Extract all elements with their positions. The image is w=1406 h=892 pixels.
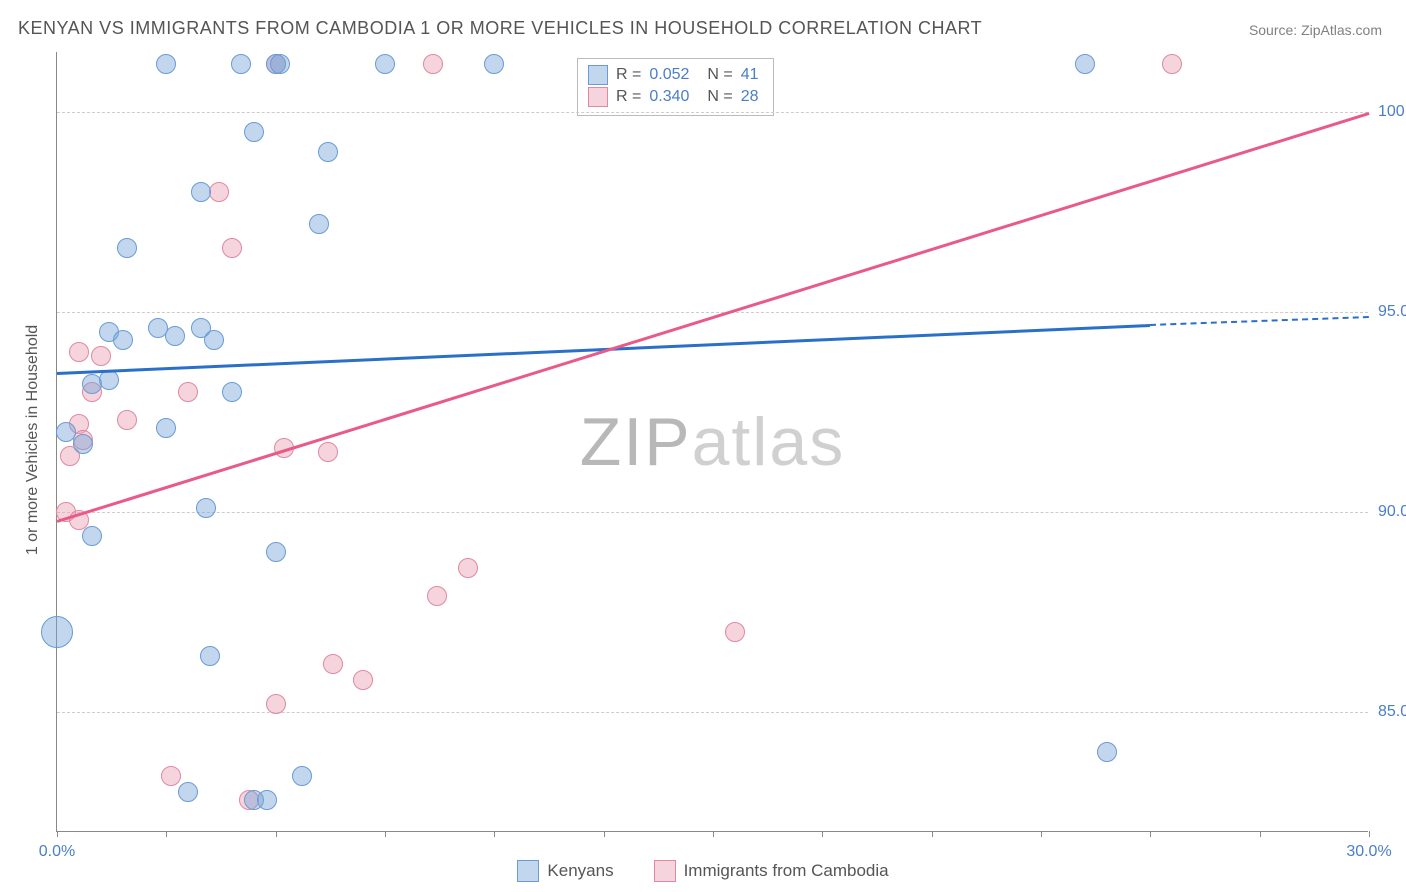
stats-n-label: N = bbox=[707, 66, 732, 84]
legend-swatch bbox=[654, 860, 676, 882]
source-label: Source: ZipAtlas.com bbox=[1249, 22, 1382, 38]
legend-swatch bbox=[588, 65, 608, 85]
legend-label: Immigrants from Cambodia bbox=[684, 861, 889, 881]
trend-line bbox=[57, 112, 1370, 522]
data-point bbox=[156, 418, 176, 438]
legend-swatch bbox=[517, 860, 539, 882]
data-point bbox=[113, 330, 133, 350]
data-point bbox=[231, 54, 251, 74]
data-point bbox=[292, 766, 312, 786]
x-tick bbox=[1260, 831, 1261, 837]
data-point bbox=[200, 646, 220, 666]
data-point bbox=[222, 238, 242, 258]
legend-item: Immigrants from Cambodia bbox=[654, 860, 889, 882]
x-tick bbox=[166, 831, 167, 837]
data-point bbox=[209, 182, 229, 202]
data-point bbox=[165, 326, 185, 346]
data-point bbox=[69, 342, 89, 362]
gridline bbox=[57, 512, 1368, 513]
y-tick-label: 90.0% bbox=[1378, 503, 1406, 521]
x-tick bbox=[276, 831, 277, 837]
legend-label: Kenyans bbox=[547, 861, 613, 881]
data-point bbox=[178, 382, 198, 402]
data-point bbox=[91, 346, 111, 366]
data-point bbox=[56, 422, 76, 442]
data-point bbox=[323, 654, 343, 674]
x-tick bbox=[1041, 831, 1042, 837]
data-point bbox=[222, 382, 242, 402]
data-point bbox=[423, 54, 443, 74]
data-point bbox=[266, 542, 286, 562]
stats-r-label: R = bbox=[616, 66, 641, 84]
data-point bbox=[117, 238, 137, 258]
data-point bbox=[266, 694, 286, 714]
data-point bbox=[178, 782, 198, 802]
data-point bbox=[427, 586, 447, 606]
x-tick bbox=[932, 831, 933, 837]
stats-r-label: R = bbox=[616, 88, 641, 106]
stats-r-value: 0.340 bbox=[649, 88, 689, 106]
data-point bbox=[257, 790, 277, 810]
data-point bbox=[309, 214, 329, 234]
data-point bbox=[375, 54, 395, 74]
stats-n-value: 41 bbox=[741, 66, 759, 84]
y-tick-label: 100.0% bbox=[1378, 103, 1406, 121]
data-point bbox=[161, 766, 181, 786]
y-tick-label: 85.0% bbox=[1378, 703, 1406, 721]
x-tick bbox=[713, 831, 714, 837]
data-point bbox=[244, 122, 264, 142]
data-point bbox=[318, 142, 338, 162]
watermark-text-right: atlas bbox=[692, 404, 846, 480]
gridline bbox=[57, 112, 1368, 113]
data-point bbox=[1075, 54, 1095, 74]
data-point bbox=[725, 622, 745, 642]
watermark-text-left: ZIP bbox=[580, 404, 692, 480]
data-point bbox=[270, 54, 290, 74]
gridline bbox=[57, 712, 1368, 713]
x-tick bbox=[604, 831, 605, 837]
watermark: ZIPatlas bbox=[580, 403, 845, 481]
data-point bbox=[73, 434, 93, 454]
gridline bbox=[57, 312, 1368, 313]
x-tick bbox=[494, 831, 495, 837]
x-tick bbox=[385, 831, 386, 837]
data-point bbox=[82, 526, 102, 546]
y-tick-label: 95.0% bbox=[1378, 303, 1406, 321]
data-point bbox=[1097, 742, 1117, 762]
data-point bbox=[458, 558, 478, 578]
data-point bbox=[99, 370, 119, 390]
stats-r-value: 0.052 bbox=[649, 66, 689, 84]
chart-title: KENYAN VS IMMIGRANTS FROM CAMBODIA 1 OR … bbox=[18, 18, 982, 39]
data-point bbox=[191, 182, 211, 202]
data-point bbox=[204, 330, 224, 350]
bottom-legend: Kenyans Immigrants from Cambodia bbox=[0, 860, 1406, 882]
trend-line bbox=[1150, 316, 1369, 326]
x-tick bbox=[57, 831, 58, 837]
chart-plot-area: ZIPatlas R =0.052N =41R =0.340N =28 85.0… bbox=[56, 52, 1368, 832]
y-axis-title: 1 or more Vehicles in Household bbox=[24, 325, 42, 555]
x-tick-label: 0.0% bbox=[39, 843, 75, 861]
data-point bbox=[484, 54, 504, 74]
legend-swatch bbox=[588, 87, 608, 107]
x-tick bbox=[822, 831, 823, 837]
x-tick bbox=[1150, 831, 1151, 837]
stats-n-label: N = bbox=[707, 88, 732, 106]
data-point bbox=[353, 670, 373, 690]
data-point bbox=[41, 616, 73, 648]
data-point bbox=[117, 410, 137, 430]
x-tick bbox=[1369, 831, 1370, 837]
x-tick-label: 30.0% bbox=[1346, 843, 1391, 861]
data-point bbox=[1162, 54, 1182, 74]
stats-row: R = 0.052 N = 41 bbox=[588, 65, 759, 85]
data-point bbox=[196, 498, 216, 518]
legend-item: Kenyans bbox=[517, 860, 613, 882]
stats-n-value: 28 bbox=[741, 88, 759, 106]
stats-legend-box: R = 0.052 N = 41 R = 0.340 N = 28 bbox=[577, 58, 774, 116]
data-point bbox=[318, 442, 338, 462]
stats-row: R = 0.340 N = 28 bbox=[588, 87, 759, 107]
data-point bbox=[156, 54, 176, 74]
